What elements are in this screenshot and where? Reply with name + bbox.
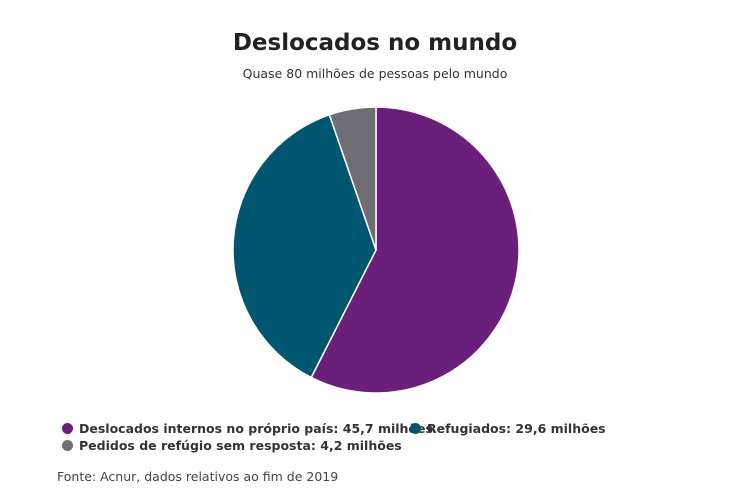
- pie-slice-refugiados: [232, 113, 377, 379]
- chart-title: Deslocados no mundo: [232, 30, 518, 56]
- legend-item-pedidos-refugio: Pedidos de refúgio sem resposta: 4,2 mil…: [62, 438, 402, 453]
- legend-swatch-refugiados: [410, 423, 421, 434]
- legend-item-deslocados-internos: Deslocados internos no próprio país: 45,…: [62, 421, 433, 436]
- chart-subtitle: Quase 80 milhões de pessoas pelo mundo: [242, 66, 508, 81]
- legend-swatch-pedidos-refugio: [62, 440, 73, 451]
- legend-item-refugiados: Refugiados: 29,6 milhões: [410, 421, 606, 436]
- legend-label-refugiados: Refugiados: 29,6 milhões: [427, 421, 606, 436]
- source-note: Fonte: Acnur, dados relativos ao fim de …: [57, 469, 339, 484]
- pie-slice-pedidos-refugio: [328, 106, 377, 251]
- legend-label-deslocados-internos: Deslocados internos no próprio país: 45,…: [79, 421, 433, 436]
- legend-label-pedidos-refugio: Pedidos de refúgio sem resposta: 4,2 mil…: [79, 438, 402, 453]
- pie-slice-deslocados-internos: [310, 106, 520, 394]
- legend-swatch-deslocados-internos: [62, 423, 73, 434]
